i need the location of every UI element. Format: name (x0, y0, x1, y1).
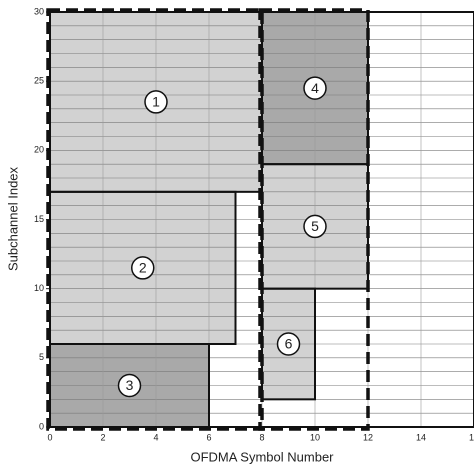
y-tick-label: 15 (34, 214, 44, 224)
region-label: 6 (285, 336, 293, 352)
x-tick-label: 12 (363, 432, 373, 442)
region-label: 5 (311, 218, 319, 234)
x-tick-label: 4 (153, 432, 158, 442)
region-label: 4 (311, 80, 319, 96)
y-tick-label: 0 (39, 421, 44, 431)
region-badge (131, 256, 155, 280)
region-label: 1 (152, 94, 160, 110)
y-tick-label: 25 (34, 76, 44, 86)
region-badge (303, 76, 327, 100)
y-axis-label: Subchannel Index (5, 166, 20, 271)
y-tick-label: 10 (34, 283, 44, 293)
x-tick-label: 10 (310, 432, 320, 442)
x-tick-label: 14 (416, 432, 426, 442)
region-badge (276, 332, 301, 356)
x-tick-label: 2 (100, 432, 105, 442)
zone-border (46, 8, 264, 431)
y-tick-label: 20 (34, 145, 44, 155)
y-tick-label: 30 (34, 6, 44, 16)
x-tick-label: 8 (259, 432, 264, 442)
region-badge (117, 373, 142, 398)
y-tick-label: 5 (39, 352, 44, 362)
region-badge (303, 214, 327, 239)
region-badge (144, 90, 168, 114)
region-label: 3 (126, 377, 134, 393)
x-tick-label: 6 (206, 432, 211, 442)
x-tick-label: 0 (47, 432, 52, 442)
x-axis-label: OFDMA Symbol Number (190, 449, 334, 464)
region-label: 2 (139, 260, 147, 276)
zone-border (258, 8, 370, 431)
x-tick-label: 16 (469, 432, 474, 442)
